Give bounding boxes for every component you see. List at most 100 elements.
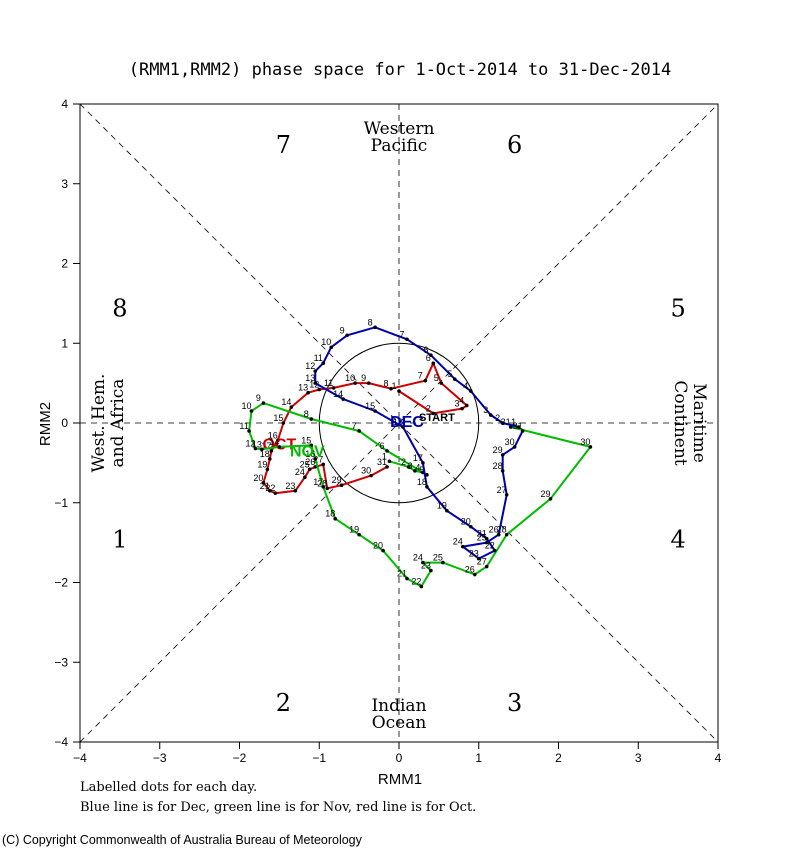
day-label-nov: 1 <box>382 451 387 461</box>
day-point-nov <box>588 445 593 449</box>
day-label-dec: 3 <box>483 405 488 415</box>
day-point-nov <box>261 401 266 405</box>
day-point-oct <box>397 389 401 393</box>
day-label-oct: 2 <box>426 403 431 413</box>
day-point-dec <box>373 409 377 413</box>
day-label-dec: 1 <box>511 417 516 427</box>
day-point-oct <box>331 386 336 390</box>
phase-number-label: 6 <box>507 131 522 159</box>
day-label-dec: 26 <box>489 525 499 535</box>
day-point-nov <box>387 459 392 464</box>
x-tick-label: −2 <box>233 751 247 765</box>
day-label-dec: 13 <box>305 373 315 383</box>
day-label-nov: 25 <box>433 553 443 563</box>
day-label-dec: 12 <box>305 361 315 371</box>
x-tick-label: −4 <box>73 751 87 765</box>
day-label-dec: 27 <box>497 485 507 495</box>
x-tick-label: 1 <box>475 751 482 765</box>
day-label-nov: 16 <box>305 449 315 459</box>
day-label-nov: 20 <box>373 541 383 551</box>
day-point-dec <box>321 361 326 365</box>
day-label-oct: 11 <box>324 378 333 388</box>
day-point-oct <box>431 361 436 365</box>
day-point-nov <box>357 429 361 433</box>
day-label-dec: 18 <box>417 477 427 487</box>
day-label-oct: 10 <box>345 373 355 383</box>
day-label-nov: 19 <box>349 525 359 535</box>
x-tick-label: 4 <box>715 751 722 765</box>
day-point-oct <box>389 386 393 391</box>
day-point-oct <box>293 488 298 493</box>
day-label-nov: 30 <box>580 437 590 447</box>
day-label-dec: 8 <box>368 317 373 327</box>
start-label: START <box>419 412 455 424</box>
day-label-nov: 15 <box>301 435 311 445</box>
region-label-right: Continent <box>670 380 690 465</box>
day-label-oct: 1 <box>391 381 396 391</box>
copyright-notice: (C) Copyright Commonwealth of Australia … <box>2 833 362 847</box>
day-label-nov: 13 <box>252 439 262 449</box>
region-label-left: West. Hem. <box>89 374 109 473</box>
day-point-oct <box>275 438 280 443</box>
x-tick-label: 3 <box>635 751 642 765</box>
month-label-oct: OCT <box>262 436 296 453</box>
day-point-oct <box>366 381 371 385</box>
day-point-dec <box>476 556 481 561</box>
y-tick-label: 0 <box>61 416 68 430</box>
day-label-dec: 31 <box>513 421 523 431</box>
day-point-dec <box>496 532 501 537</box>
y-tick-label: 2 <box>61 257 68 271</box>
day-point-dec <box>500 453 505 457</box>
day-label-oct: 3 <box>454 399 459 409</box>
day-label-nov: 5 <box>419 465 424 475</box>
day-label-oct: 17 <box>261 441 271 451</box>
day-point-oct <box>423 378 428 383</box>
day-point-oct <box>313 465 318 469</box>
day-point-dec <box>373 325 377 330</box>
day-point-dec <box>484 536 489 541</box>
phase-number-label: 7 <box>276 131 291 159</box>
day-point-nov <box>277 445 282 449</box>
day-point-dec <box>488 413 493 417</box>
day-label-dec: 6 <box>423 345 428 355</box>
day-point-dec <box>461 544 465 549</box>
day-label-oct: 5 <box>434 373 439 383</box>
day-point-nov <box>309 443 314 448</box>
day-point-dec <box>445 508 449 513</box>
region-label-bottom: Ocean <box>372 713 427 733</box>
day-label-nov: 17 <box>313 477 323 487</box>
day-label-nov: 21 <box>397 569 407 579</box>
y-tick-label: −2 <box>54 576 68 590</box>
day-point-nov <box>421 560 425 565</box>
day-point-oct <box>325 486 330 491</box>
day-label-nov: 6 <box>380 441 385 451</box>
day-label-dec: 4 <box>463 381 468 391</box>
x-tick-label: 2 <box>555 751 562 765</box>
region-label-top: Pacific <box>371 136 428 156</box>
day-point-dec <box>468 389 473 393</box>
day-point-dec <box>421 461 425 465</box>
series-oct: 1234567891011121314151617181920212223242… <box>253 353 469 495</box>
day-point-oct <box>307 467 312 472</box>
day-label-dec: 5 <box>447 369 452 379</box>
day-label-dec: 20 <box>461 517 471 527</box>
day-point-oct <box>281 421 286 425</box>
day-point-nov <box>260 447 264 452</box>
day-point-nov <box>548 496 553 501</box>
phase-guides <box>79 103 719 743</box>
legend-note-colors: Blue line is for Dec, green line is for … <box>80 800 477 815</box>
day-label-oct: 13 <box>298 383 308 393</box>
day-label-nov: 28 <box>497 525 507 535</box>
day-point-nov <box>385 449 389 453</box>
region-label-bottom: Indian <box>371 696 426 716</box>
day-point-nov <box>321 485 326 489</box>
day-point-dec <box>345 333 349 338</box>
day-label-oct: 9 <box>361 373 366 383</box>
day-point-oct <box>353 381 357 385</box>
day-point-nov <box>419 584 424 589</box>
day-point-nov <box>484 564 489 569</box>
